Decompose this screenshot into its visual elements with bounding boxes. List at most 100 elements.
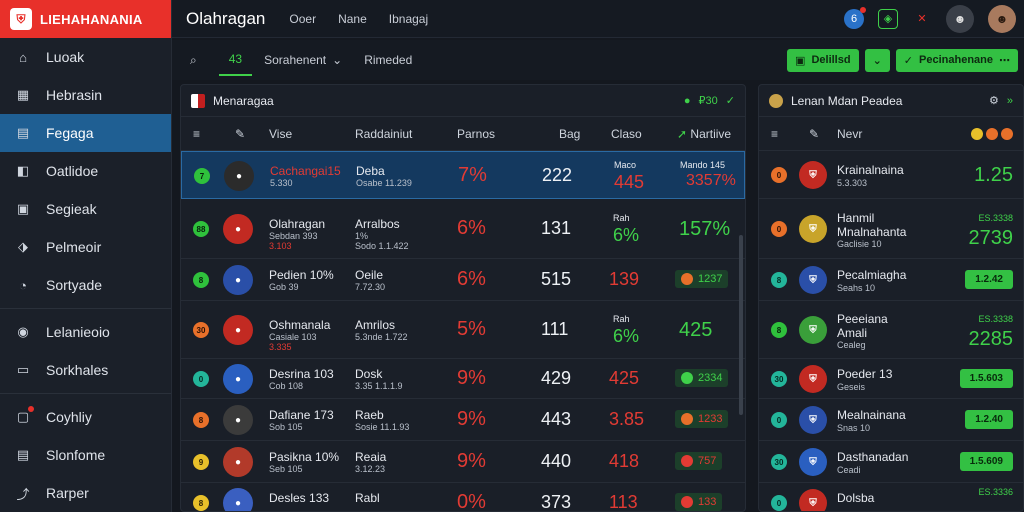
sidebar-item[interactable]: ⤴ Rarper (0, 474, 171, 512)
notification-icon[interactable]: 6 (844, 6, 866, 29)
menu-icon[interactable]: ≡ (193, 126, 201, 141)
claso-value[interactable]: 6% (613, 225, 640, 245)
team-name[interactable]: Desrina 103 (269, 367, 334, 381)
edit-icon[interactable]: ✎ (809, 126, 820, 141)
col-header[interactable]: Raddainiut (355, 126, 413, 141)
sidebar-item[interactable]: ▭ Sorkhales (0, 351, 171, 389)
search-icon[interactable]: ⌕ (190, 52, 197, 67)
claso-value[interactable]: 445 (614, 172, 645, 192)
col-header[interactable]: Parnos (457, 126, 496, 141)
team-name[interactable]: Desles 133 (269, 491, 330, 505)
trend-chip[interactable]: 2334 (675, 369, 729, 387)
odd-button[interactable]: 1.2.42 (965, 270, 1013, 289)
user-avatar-small[interactable]: ☻ (946, 4, 974, 33)
top-link-1[interactable]: Ooer (289, 11, 317, 26)
table-row[interactable]: 8 ● Pedien 10% Gob 39 Oeile 7.72.30 6% 515 139 12… (181, 259, 745, 301)
sidebar-item[interactable]: ▣ Segieak (0, 190, 171, 228)
shield-icon[interactable]: ◈ (878, 8, 898, 29)
trend-chip[interactable]: 1237 (675, 270, 729, 288)
odd-value[interactable]: 1.25 (974, 164, 1013, 186)
scrollbar[interactable] (739, 235, 743, 415)
table-row[interactable]: 30 ● Oshmanala Casiale 103 3.335 Amrilos 5.3nd… (181, 301, 745, 359)
side-team-name[interactable]: Peeeiana (837, 312, 888, 326)
trend-chip[interactable]: 133 (675, 493, 723, 511)
side-row[interactable]: 0 ⛨ Dolsba ES.3336 (759, 483, 1023, 511)
claso-value[interactable]: 3.85 (609, 409, 645, 429)
brand[interactable]: ⛨ LIEHAHANANIA (0, 0, 171, 38)
claso-value[interactable]: 425 (609, 368, 640, 388)
user-avatar[interactable]: ☻ (988, 4, 1016, 33)
claso-value[interactable]: 6% (613, 326, 640, 346)
side-row[interactable]: 0 ⛨ Krainalnaina 5.3.303 1.25 (759, 151, 1023, 199)
side-row[interactable]: 8 ⛨ Pecalmiagha Seahs 10 1.2.42 (759, 259, 1023, 301)
table-row[interactable]: 0 ● Desrina 103 Cob 108 Dosk 3.35 1.1.1.9 9% 42… (181, 359, 745, 399)
expand-button[interactable]: ⌄ (864, 48, 890, 72)
table-row[interactable]: 8 ● Dafiane 173 Sob 105 Raeb Sosie 11.1.93 9% 4… (181, 399, 745, 441)
claso-value[interactable]: 418 (609, 451, 640, 471)
team-name[interactable]: Pedien 10% (269, 268, 334, 282)
team-name[interactable]: Oshmanala (269, 318, 331, 332)
col-header[interactable]: Claso (611, 126, 642, 141)
primary-action-button[interactable]: ▣ Delillsd (787, 48, 859, 72)
menu-icon[interactable]: ≡ (771, 126, 779, 141)
trend-value[interactable]: 425 (679, 319, 713, 341)
sidebar-item[interactable]: ◧ Oatlidoe (0, 152, 171, 190)
table-row[interactable]: 7 ● Cachangai15 5.330 Deba Osabe 11.239 7% 222 M… (181, 151, 745, 199)
table-row[interactable]: 9 ● Pasikna 10% Seb 105 Reaia 3.12.23 9% 440 418… (181, 441, 745, 483)
odd-value[interactable]: 2739 (968, 227, 1014, 249)
table-row[interactable]: 8 ● Desles 133 Rabl 0% 373 113 133 (181, 483, 745, 512)
sidebar-item[interactable]: ▦ Hebrasin (0, 76, 171, 114)
odd-button[interactable]: 1.2.40 (965, 410, 1013, 429)
bag-value: 440 (541, 451, 572, 471)
side-team-name[interactable]: Hanmil (837, 211, 875, 225)
side-team-name[interactable]: Krainalnaina (837, 163, 904, 177)
col-header[interactable]: Vise (269, 126, 293, 141)
col-header[interactable]: ➚ Nartiive (677, 127, 731, 141)
secondary-action-button[interactable]: ✓ Pecinahenane ⋯ (895, 48, 1018, 72)
trend-value[interactable]: 3357% (686, 172, 736, 189)
side-col-header[interactable]: Nevr (837, 126, 863, 141)
side-team-name[interactable]: Poeder 13 (837, 367, 893, 381)
team-name[interactable]: Olahragan (269, 217, 326, 231)
tools-icon[interactable]: ✕ (917, 13, 927, 25)
count-tab[interactable]: 43 (218, 44, 253, 76)
odd-button[interactable]: 1.5.603 (959, 369, 1013, 388)
chevron-icon[interactable]: » (1006, 94, 1013, 107)
sidebar-item[interactable]: ⬗ Pelmeoir (0, 228, 171, 266)
market-sub: 7.72.30 (355, 282, 386, 292)
trend-chip[interactable]: 1233 (675, 410, 729, 428)
side-row[interactable]: 0 ⛨ Mealnainana Snas 10 1.2.40 (759, 399, 1023, 441)
sidebar-item[interactable]: ◔ Sortyade (0, 266, 171, 304)
claso-value[interactable]: 113 (609, 492, 638, 512)
col-header[interactable]: Bag (559, 126, 581, 141)
side-row[interactable]: 8 ⛨ Peeeiana Amali Cealeg ES.3338 2285 (759, 301, 1023, 359)
edit-icon[interactable]: ✎ (235, 126, 246, 141)
trend-value[interactable]: 157% (679, 218, 731, 240)
side-team-name[interactable]: Dasthanadan (837, 450, 909, 464)
top-link-2[interactable]: Nane (338, 11, 367, 26)
extra-filter[interactable]: Rimeded (364, 53, 413, 67)
claso-value[interactable]: 139 (609, 269, 640, 289)
odd-value[interactable]: 2285 (968, 328, 1014, 350)
side-row[interactable]: 0 ⛨ Hanmil Mnalnahanta Gaclisie 10 ES.3338 273… (759, 199, 1023, 259)
side-team-name[interactable]: Dolsba (837, 491, 875, 505)
team-name[interactable]: Cachangai15 (270, 164, 341, 178)
sidebar-item[interactable]: ▤ Fegaga (0, 114, 171, 152)
sidebar-item[interactable]: ▤ Slonfome (0, 436, 171, 474)
top-link-3[interactable]: Ibnagaj (388, 11, 429, 26)
team-name[interactable]: Dafiane 173 (269, 408, 334, 422)
side-row[interactable]: 30 ⛨ Poeder 13 Geseis 1.5.603 (759, 359, 1023, 399)
settings-icon[interactable]: ⚙ (989, 95, 999, 107)
side-team-name[interactable]: Mealnainana (837, 408, 906, 422)
sidebar-item[interactable]: ⌂ Luoak (0, 38, 171, 76)
trend-chip-value: 2334 (698, 372, 723, 384)
side-row[interactable]: 30 ⛨ Dasthanadan Ceadi 1.5.609 (759, 441, 1023, 483)
odd-button[interactable]: 1.5.609 (959, 452, 1013, 471)
side-team-name[interactable]: Pecalmiagha (837, 268, 907, 282)
team-name[interactable]: Pasikna 10% (269, 450, 340, 464)
sort-dropdown[interactable]: Sorahenent ⌄ (264, 53, 342, 67)
sidebar-item[interactable]: ▢ Coyhliy (0, 398, 171, 436)
table-row[interactable]: 88 ● Olahragan Sebdan 393 3.103 Arralbos 1% Sod… (181, 199, 745, 259)
trend-chip[interactable]: 757 (675, 452, 723, 470)
sidebar-item[interactable]: ◉ Lelanieoio (0, 313, 171, 351)
